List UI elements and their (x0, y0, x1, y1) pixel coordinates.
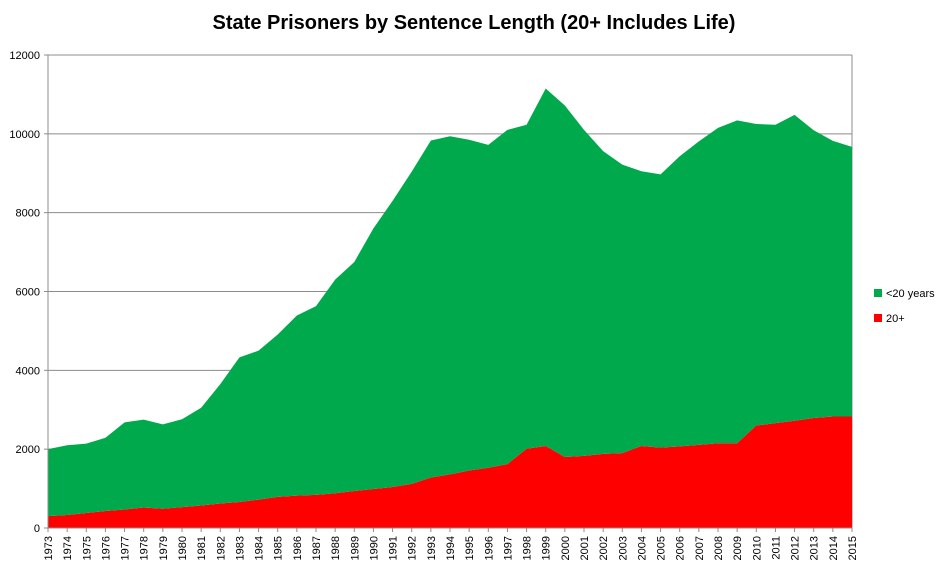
x-tick-label: 1973 (43, 536, 55, 560)
x-tick-label: 2013 (809, 536, 821, 560)
legend-swatch (874, 314, 882, 322)
x-tick-label: 1992 (407, 536, 419, 560)
area-series-20-years (48, 88, 852, 517)
x-tick-label: 2007 (694, 536, 706, 560)
legend-label: <20 years (886, 288, 935, 300)
axes (44, 54, 853, 532)
x-tick-label: 1986 (292, 536, 304, 560)
x-tick-label: 1993 (426, 536, 438, 560)
area-series-layer (48, 88, 852, 528)
x-tick-label: 1999 (541, 536, 553, 560)
x-tick-label: 2012 (790, 536, 802, 560)
x-tick-label: 2009 (732, 536, 744, 560)
y-tick-label: 2000 (16, 444, 40, 456)
legend-item-20: 20+ (874, 313, 905, 325)
x-tick-label: 1981 (196, 536, 208, 560)
x-tick-label: 2011 (770, 536, 782, 560)
x-tick-label: 1974 (62, 536, 74, 560)
x-tick-label: 2010 (751, 536, 763, 560)
legend: <20 years 20+ (874, 288, 935, 325)
x-tick-label: 1982 (215, 536, 227, 560)
x-tick-label: 2003 (617, 536, 629, 560)
y-axis-tick-labels: 0 2000 4000 6000 8000 10000 12000 (9, 50, 40, 535)
x-tick-label: 1995 (464, 536, 476, 560)
x-tick-label: 2001 (579, 536, 591, 560)
x-tick-label: 2002 (598, 536, 610, 560)
x-tick-label: 1980 (177, 536, 189, 560)
x-tick-label: 1994 (445, 536, 457, 560)
x-tick-label: 1997 (502, 536, 514, 560)
x-axis-tick-labels: 1973 1974 1975 1976 1977 1978 1979 1980 1981 1982… (43, 536, 859, 560)
x-tick-label: 1985 (273, 536, 285, 560)
x-tick-label: 2015 (847, 536, 859, 560)
x-tick-label: 1975 (81, 536, 93, 560)
x-tick-label: 1988 (330, 536, 342, 560)
x-tick-label: 2005 (656, 536, 668, 560)
area-series-20 (48, 416, 852, 528)
x-tick-label: 1991 (388, 536, 400, 560)
x-tick-label: 1984 (254, 536, 266, 560)
x-tick-label: 1989 (349, 536, 361, 560)
x-tick-label: 1990 (368, 536, 380, 560)
x-tick-label: 1987 (311, 536, 323, 560)
y-tick-label: 12000 (9, 50, 40, 62)
x-tick-label: 1983 (234, 536, 246, 560)
x-tick-label: 1978 (139, 536, 151, 560)
y-tick-label: 8000 (16, 208, 40, 220)
x-tick-label: 1996 (483, 536, 495, 560)
y-tick-label: 0 (34, 523, 40, 535)
x-tick-label: 1977 (120, 536, 132, 560)
chart-title: State Prisoners by Sentence Length (20+ … (212, 12, 736, 34)
legend-item-20-years: <20 years (874, 288, 935, 300)
x-tick-label: 2000 (560, 536, 572, 560)
y-tick-label: 6000 (16, 287, 40, 299)
x-tick-label: 1979 (158, 536, 170, 560)
x-tick-label: 1976 (100, 536, 112, 560)
legend-label: 20+ (886, 313, 905, 325)
x-tick-label: 2014 (828, 536, 840, 560)
y-tick-label: 10000 (9, 129, 40, 141)
x-tick-label: 1998 (522, 536, 534, 560)
y-tick-label: 4000 (16, 365, 40, 377)
legend-swatch (874, 289, 882, 297)
x-tick-label: 2006 (675, 536, 687, 560)
x-tick-label: 2008 (713, 536, 725, 560)
x-tick-label: 2004 (636, 536, 648, 560)
